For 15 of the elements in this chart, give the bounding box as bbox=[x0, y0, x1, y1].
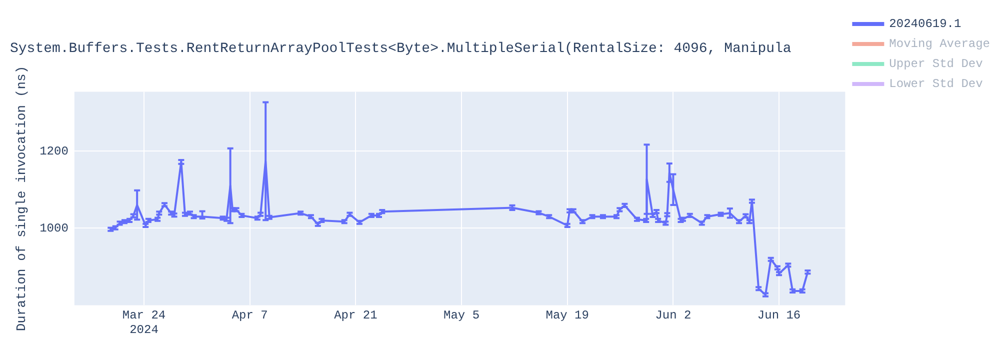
x-tick-label: Jun 16 bbox=[757, 308, 801, 323]
legend-label: Lower Std Dev bbox=[889, 77, 983, 92]
x-tick-label: Jun 2 bbox=[655, 308, 692, 323]
legend-label: Upper Std Dev bbox=[889, 57, 983, 72]
y-tick-label: 1000 bbox=[40, 221, 68, 236]
legend-label: 20240619.1 bbox=[889, 17, 962, 32]
x-tick-label: Apr 7 bbox=[232, 308, 268, 323]
y-tick-label: 1200 bbox=[40, 144, 68, 158]
x-tick-label: Mar 24 2024 bbox=[122, 308, 166, 337]
x-tick-label: May 19 bbox=[546, 308, 589, 323]
chart-title: System.Buffers.Tests.RentReturnArrayPoolTests<Byte>.MultipleSerial(RentalSize: 4096, Manipula bbox=[10, 41, 792, 58]
x-tick-label: May 5 bbox=[444, 308, 480, 323]
x-tick-label: Apr 21 bbox=[334, 308, 378, 323]
legend-label: Moving Average bbox=[889, 37, 990, 52]
y-axis-title: Duration of single invocation (ns) bbox=[14, 66, 30, 332]
